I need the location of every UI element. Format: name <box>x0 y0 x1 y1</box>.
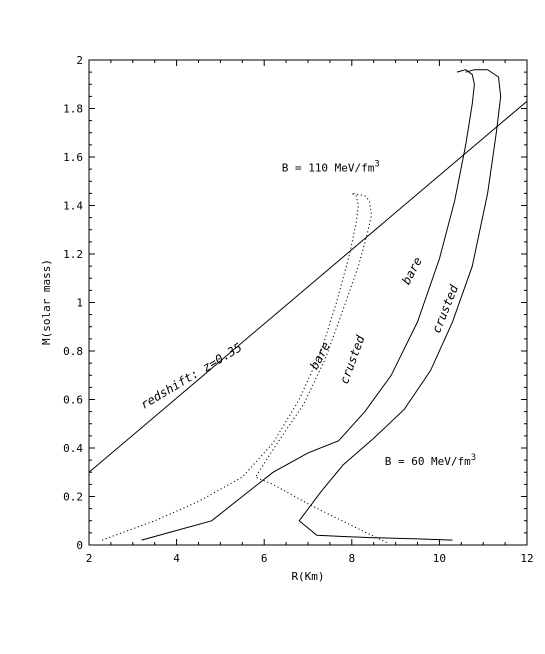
y-tick-label: 2 <box>76 54 83 67</box>
x-tick-label: 4 <box>173 552 180 565</box>
annotation-redshift: redshift: z=0.35 <box>138 340 244 412</box>
series-line-b110_crusted <box>254 192 388 544</box>
y-tick-label: 1.4 <box>63 200 83 213</box>
annotation-bare60: bare <box>399 255 425 287</box>
x-tick-label: 2 <box>86 552 93 565</box>
y-tick-label: 0.2 <box>63 491 83 504</box>
x-tick-label: 12 <box>520 552 533 565</box>
y-tick-label: 1 <box>76 297 83 310</box>
annotation-bare110: bare <box>307 340 333 372</box>
annotation-layer: redshift: z=0.35 B = 110 MeV/fm3 B = 60 Me… <box>138 160 476 468</box>
annotation-crusted60: crusted <box>429 282 461 335</box>
x-tick-label: 10 <box>433 552 446 565</box>
y-tick-label: 0.4 <box>63 442 83 455</box>
plot-frame <box>88 59 528 546</box>
x-tick-label: 6 <box>261 552 268 565</box>
series-layer <box>88 69 528 544</box>
y-tick-label: 1.2 <box>63 248 83 261</box>
series-line-b60_crusted <box>298 69 502 541</box>
annotation-b110: B = 110 MeV/fm3 <box>282 160 380 175</box>
y-tick-label: 0 <box>76 539 83 552</box>
y-tick-label: 1.8 <box>63 103 83 116</box>
y-tick-label: 1.6 <box>63 151 83 164</box>
annotation-b60: B = 60 MeV/fm3 <box>385 453 477 468</box>
series-line-b60_bare <box>141 69 475 541</box>
series-line-redshift <box>88 100 528 473</box>
x-axis-label: R(Km) <box>291 570 324 583</box>
y-axis-label: M(solar mass) <box>40 259 53 345</box>
tick-layer: 2 4 6 8 10 12 0 0.2 0.4 0.6 0.8 1 1.2 1.4 1.6 1.8 2 <box>63 54 534 565</box>
x-tick-label: 8 <box>348 552 355 565</box>
annotation-crusted110: crusted <box>337 333 368 386</box>
y-tick-label: 0.6 <box>63 394 83 407</box>
y-tick-label: 0.8 <box>63 345 83 358</box>
